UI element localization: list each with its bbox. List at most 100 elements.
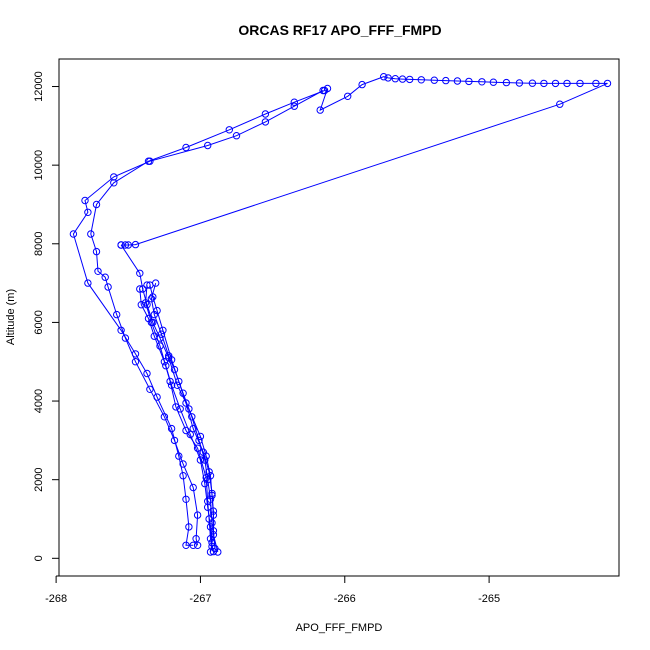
data-point <box>167 381 176 389</box>
plot-frame <box>58 58 620 577</box>
data-point <box>124 241 133 249</box>
data-point <box>162 362 170 370</box>
data-point <box>196 432 205 441</box>
data-point <box>146 385 154 393</box>
data-point <box>170 365 179 374</box>
y-tick-label: 12000 <box>33 71 45 102</box>
data-point <box>84 279 92 287</box>
series-7 <box>136 285 218 556</box>
series-layer <box>69 73 612 556</box>
series-8 <box>141 281 216 551</box>
data-point <box>208 542 216 551</box>
data-point <box>209 507 218 515</box>
data-point <box>261 118 270 126</box>
data-point <box>175 377 183 386</box>
data-point <box>110 179 118 187</box>
data-point <box>156 342 164 350</box>
data-point <box>205 468 213 476</box>
data-point <box>489 78 498 86</box>
y-tick-label: 0 <box>33 555 45 561</box>
data-point <box>152 279 160 287</box>
data-point <box>94 267 102 275</box>
data-point <box>101 273 109 281</box>
data-point <box>117 241 125 249</box>
data-point <box>121 334 130 342</box>
data-point <box>478 78 486 86</box>
data-point <box>225 126 234 134</box>
data-point <box>165 352 173 360</box>
series-6 <box>147 279 216 556</box>
data-point <box>143 369 151 378</box>
data-point <box>358 80 366 89</box>
x-tick-label: -268 <box>45 593 67 605</box>
data-point <box>193 511 202 519</box>
x-axis-label: APO_FFF_FMPD <box>296 622 383 634</box>
data-point <box>563 79 571 88</box>
data-point <box>540 79 548 88</box>
data-point <box>201 456 209 464</box>
data-point <box>160 413 169 421</box>
data-point <box>204 141 212 150</box>
data-point <box>576 79 584 88</box>
data-point <box>384 74 392 82</box>
chart-title: ORCAS RF17 APO_FFF_FMPD <box>238 22 441 38</box>
series-1 <box>69 86 327 549</box>
data-point <box>84 208 92 217</box>
data-point <box>344 92 352 101</box>
data-point <box>515 79 524 87</box>
x-axis: -268 -267 -266 -265 <box>45 575 500 605</box>
data-point <box>195 436 203 445</box>
data-point <box>204 503 212 511</box>
data-point <box>182 541 190 549</box>
data-point <box>185 523 193 531</box>
data-point <box>192 535 200 543</box>
data-point <box>465 77 473 86</box>
data-point <box>136 269 144 277</box>
data-point <box>157 330 166 338</box>
data-point <box>592 79 600 88</box>
data-point <box>206 523 215 531</box>
data-point <box>430 76 438 84</box>
series-line <box>120 244 219 553</box>
data-point <box>160 358 169 366</box>
series-2 <box>87 86 329 549</box>
data-point <box>406 75 414 84</box>
data-point <box>104 283 112 291</box>
data-point <box>179 460 187 468</box>
data-point <box>290 102 298 110</box>
data-point <box>323 84 332 93</box>
data-point <box>186 430 195 439</box>
data-point <box>261 110 270 118</box>
series-line <box>150 282 213 553</box>
data-point <box>290 98 298 106</box>
data-point <box>137 301 146 309</box>
y-axis-label: Altitude (m) <box>5 289 17 345</box>
data-point <box>167 424 176 433</box>
data-point <box>136 285 144 293</box>
series-line <box>90 90 325 546</box>
series-3 <box>117 73 612 249</box>
y-tick-label: 10000 <box>33 150 45 181</box>
data-point <box>551 79 560 88</box>
data-point <box>139 285 147 293</box>
data-point <box>141 299 150 307</box>
data-point <box>166 377 174 386</box>
x-tick-label: -265 <box>478 593 500 605</box>
data-point <box>143 281 151 289</box>
data-point <box>113 310 121 319</box>
data-point <box>150 310 159 319</box>
y-tick-label: 6000 <box>33 310 45 334</box>
data-point <box>502 78 511 87</box>
data-point <box>603 79 612 88</box>
series-line <box>121 76 608 246</box>
data-point <box>176 405 184 413</box>
data-point <box>316 106 324 114</box>
y-axis: 0 2000 4000 6000 8000 10000 12000 <box>33 71 60 561</box>
data-point <box>442 76 450 85</box>
data-point <box>170 436 179 445</box>
data-point <box>179 389 187 397</box>
data-point <box>391 75 399 83</box>
data-point <box>196 456 205 464</box>
data-point <box>131 358 140 366</box>
